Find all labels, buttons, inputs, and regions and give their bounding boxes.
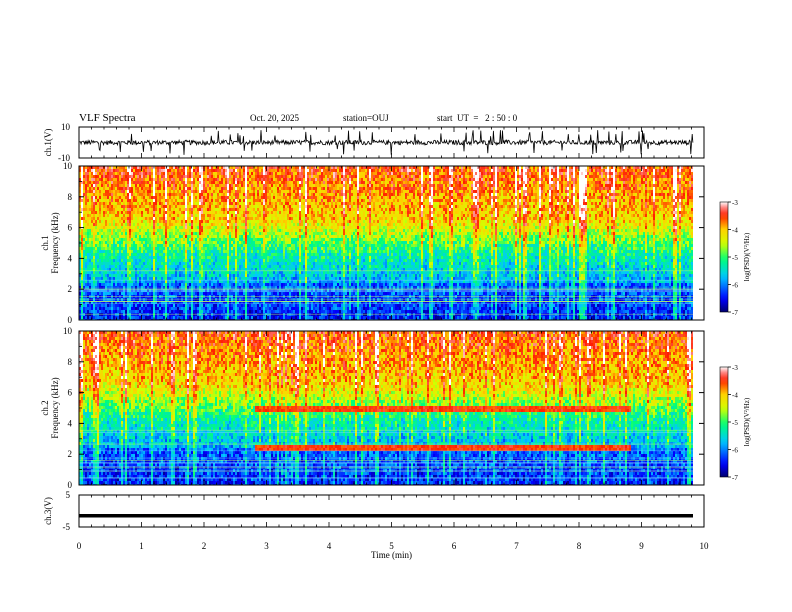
ch1-spectrogram-ytick-8: 8 — [68, 192, 73, 202]
ch1-spectrogram-ytick-0: 0 — [68, 315, 73, 325]
x-tick-3: 3 — [264, 541, 269, 551]
colorbar-2-tick--7: -7 — [732, 474, 738, 482]
ch1-spectrogram-ylabel-channel: ch.1 — [40, 235, 50, 250]
x-tick-6: 6 — [452, 541, 457, 551]
x-tick-10: 10 — [700, 541, 710, 551]
ch1-spectrogram-ytick-4: 4 — [68, 253, 73, 263]
x-tick-8: 8 — [577, 541, 582, 551]
date-label: Oct. 20, 2025 — [250, 113, 299, 123]
x-tick-7: 7 — [514, 541, 519, 551]
chart-title: VLF Spectra — [79, 112, 136, 124]
ch2-spectrogram-ytick-2: 2 — [68, 449, 73, 459]
ch2-spectrogram-ytick-10: 10 — [63, 326, 73, 336]
colorbar-2-tick--6: -6 — [732, 447, 738, 455]
ch2-spectrogram-ytick-4: 4 — [68, 418, 73, 428]
x-tick-1: 1 — [139, 541, 144, 551]
ch1-spectrogram-ytick-6: 6 — [68, 223, 73, 233]
ch3-ytick-bottom: -5 — [63, 522, 71, 532]
colorbar-1-label: log(PSD)(V²/Hz) — [743, 232, 751, 281]
ch2-spectrogram-ytick-6: 6 — [68, 388, 73, 398]
colorbar-2-tick--4: -4 — [732, 392, 738, 400]
ch3-ytick-top: 5 — [66, 490, 71, 500]
colorbar-1-tick--5: -5 — [732, 254, 738, 262]
ch1-spectrogram-ytick-2: 2 — [68, 284, 73, 294]
ch1-ytick-bottom: -10 — [58, 153, 70, 163]
ch1-ylabel: ch.1(V) — [43, 129, 53, 157]
ch2-spectrogram-ylabel-channel: ch.2 — [40, 400, 50, 415]
ch1-spectrogram-image — [79, 166, 693, 320]
x-tick-9: 9 — [639, 541, 644, 551]
ch2-spectrogram-ytick-0: 0 — [68, 480, 73, 490]
x-axis-label: Time (min) — [371, 550, 412, 560]
ch1-waveform-line — [78, 130, 694, 155]
ch2-spectrogram-ytick-8: 8 — [68, 357, 73, 367]
colorbar-2-tick--3: -3 — [732, 364, 738, 372]
colorbar-2-tick--5: -5 — [732, 419, 738, 427]
ch1-spectrogram-ylabel-frequency: Frequency (kHz) — [50, 212, 60, 273]
x-tick-2: 2 — [202, 541, 207, 551]
x-tick-5: 5 — [389, 541, 394, 551]
colorbar-1-tick--3: -3 — [732, 199, 738, 207]
ch3-ylabel: ch.3(V) — [43, 497, 53, 525]
station-label: station=OUJ — [343, 113, 389, 123]
start-ut-label: start UT = 2 : 50 : 0 — [437, 113, 517, 123]
colorbar-1-tick--6: -6 — [732, 282, 738, 290]
colorbar-1 — [719, 201, 729, 313]
ch2-spectrogram-ylabel-frequency: Frequency (kHz) — [50, 377, 60, 438]
ch1-ytick-top: 10 — [61, 122, 71, 132]
x-tick-0: 0 — [77, 541, 82, 551]
colorbar-2 — [719, 366, 729, 478]
colorbar-1-tick--4: -4 — [732, 227, 738, 235]
colorbar-2-label: log(PSD)(V²/Hz) — [743, 397, 751, 446]
ch2-spectrogram-image — [79, 331, 693, 485]
x-tick-4: 4 — [327, 541, 332, 551]
colorbar-1-tick--7: -7 — [732, 309, 738, 317]
ch1-spectrogram-ytick-10: 10 — [63, 161, 73, 171]
